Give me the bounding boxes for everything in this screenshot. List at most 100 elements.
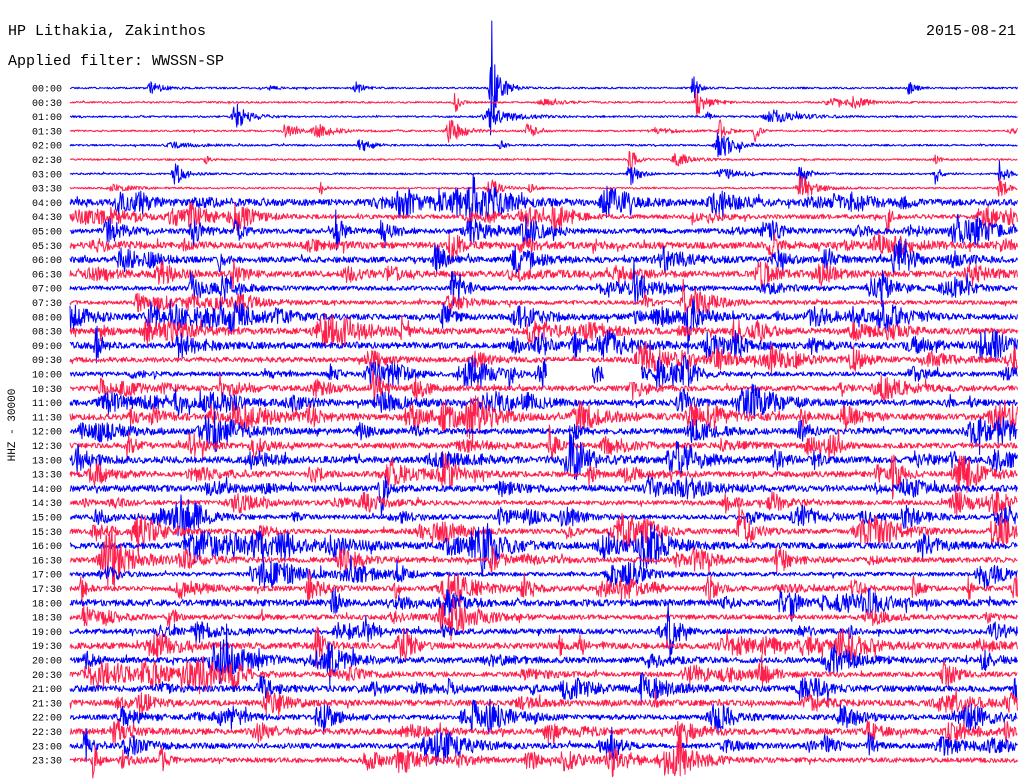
trace-row	[69, 231, 1018, 265]
row-label: 00:30	[32, 99, 62, 110]
trace-row	[69, 587, 1018, 622]
row-label-group: 00:00 00:30 01:00 01:30 02:00 02:30 03:00 03:30…	[32, 85, 62, 768]
trace-row	[69, 554, 1018, 590]
row-label: 09:30	[32, 356, 62, 367]
trace-row	[69, 238, 1018, 276]
row-label: 04:30	[32, 213, 62, 224]
row-label: 22:00	[32, 714, 62, 725]
row-label: 03:30	[32, 185, 62, 196]
trace-row	[69, 354, 1018, 391]
trace-row	[69, 452, 1018, 500]
row-label: 23:00	[32, 742, 62, 753]
trace-row	[69, 209, 1018, 251]
trace-row	[69, 202, 1018, 236]
trace-row	[69, 132, 1018, 158]
row-label: 01:30	[32, 127, 62, 138]
trace-row	[69, 174, 1018, 197]
row-label: 18:30	[32, 614, 62, 625]
row-label: 16:30	[32, 556, 62, 567]
row-label: 02:00	[32, 142, 62, 153]
row-label: 12:30	[32, 442, 62, 453]
row-label: 11:30	[32, 413, 62, 424]
trace-row	[69, 20, 1018, 123]
trace-row	[69, 424, 1018, 461]
trace-row	[69, 313, 1018, 348]
trace-row	[69, 91, 1018, 116]
trace-row	[69, 298, 1018, 355]
row-label: 03:00	[32, 170, 62, 181]
row-label: 17:30	[32, 585, 62, 596]
trace-row	[69, 425, 1018, 481]
trace-row	[69, 503, 1018, 557]
trace-row	[69, 597, 1018, 641]
trace-row	[69, 395, 1018, 445]
trace-row	[69, 102, 1018, 136]
row-label: 00:00	[32, 85, 62, 96]
row-label: 08:30	[32, 328, 62, 339]
row-label: 04:00	[32, 199, 62, 210]
row-label: 15:00	[32, 514, 62, 525]
row-label: 06:30	[32, 270, 62, 281]
trace-row	[69, 494, 1018, 545]
row-label: 20:00	[32, 657, 62, 668]
row-label: 11:00	[32, 399, 62, 410]
row-label: 13:30	[32, 471, 62, 482]
trace-row	[69, 605, 1018, 660]
trace-row	[69, 654, 1018, 695]
data-gap-group	[547, 361, 641, 384]
row-label: 07:00	[32, 285, 62, 296]
row-label: 14:30	[32, 499, 62, 510]
trace-row	[69, 369, 1018, 408]
row-label: 13:00	[32, 456, 62, 467]
row-label: 07:30	[32, 299, 62, 310]
row-label: 22:30	[32, 728, 62, 739]
row-label: 08:00	[32, 313, 62, 324]
row-label: 06:00	[32, 256, 62, 267]
trace-row	[69, 489, 1018, 517]
row-label: 17:00	[32, 571, 62, 582]
trace-row	[69, 525, 1018, 590]
trace-row	[69, 278, 1018, 315]
trace-row	[69, 173, 1018, 242]
trace-row	[69, 150, 1018, 172]
trace-row	[69, 672, 1018, 703]
row-label: 14:00	[32, 485, 62, 496]
filter-subtitle: Applied filter: WWSSN-SP	[8, 53, 224, 70]
trace-row	[69, 523, 1018, 575]
row-label: 20:30	[32, 671, 62, 682]
trace-row	[69, 689, 1018, 720]
trace-row	[69, 623, 1018, 689]
trace-row	[69, 475, 1018, 517]
row-label: 21:30	[32, 699, 62, 710]
trace-group	[69, 20, 1018, 779]
trace-row	[69, 698, 1018, 735]
data-gap	[605, 364, 641, 382]
trace-row	[69, 119, 1018, 143]
trace-row	[69, 340, 1018, 375]
row-label: 16:00	[32, 542, 62, 553]
row-label: 19:00	[32, 628, 62, 639]
trace-row	[69, 411, 1018, 456]
row-label: 09:00	[32, 342, 62, 353]
date-label: 2015-08-21	[926, 23, 1016, 40]
trace-row	[69, 160, 1018, 189]
row-label: 05:00	[32, 228, 62, 239]
trace-row	[69, 724, 1018, 779]
row-label: 19:30	[32, 642, 62, 653]
row-label: 10:00	[32, 371, 62, 382]
row-label: 01:00	[32, 113, 62, 124]
row-label: 10:30	[32, 385, 62, 396]
row-label: 23:30	[32, 757, 62, 768]
row-label: 12:00	[32, 428, 62, 439]
row-label: 02:30	[32, 156, 62, 167]
station-title: HP Lithakia, Zakinthos	[8, 23, 206, 40]
trace-row	[69, 726, 1018, 766]
trace-row	[69, 568, 1018, 604]
row-label: 21:00	[32, 685, 62, 696]
trace-row	[69, 259, 1018, 289]
row-label: 18:00	[32, 599, 62, 610]
row-label: 05:30	[32, 242, 62, 253]
trace-row	[69, 719, 1018, 749]
trace-row	[69, 259, 1018, 308]
